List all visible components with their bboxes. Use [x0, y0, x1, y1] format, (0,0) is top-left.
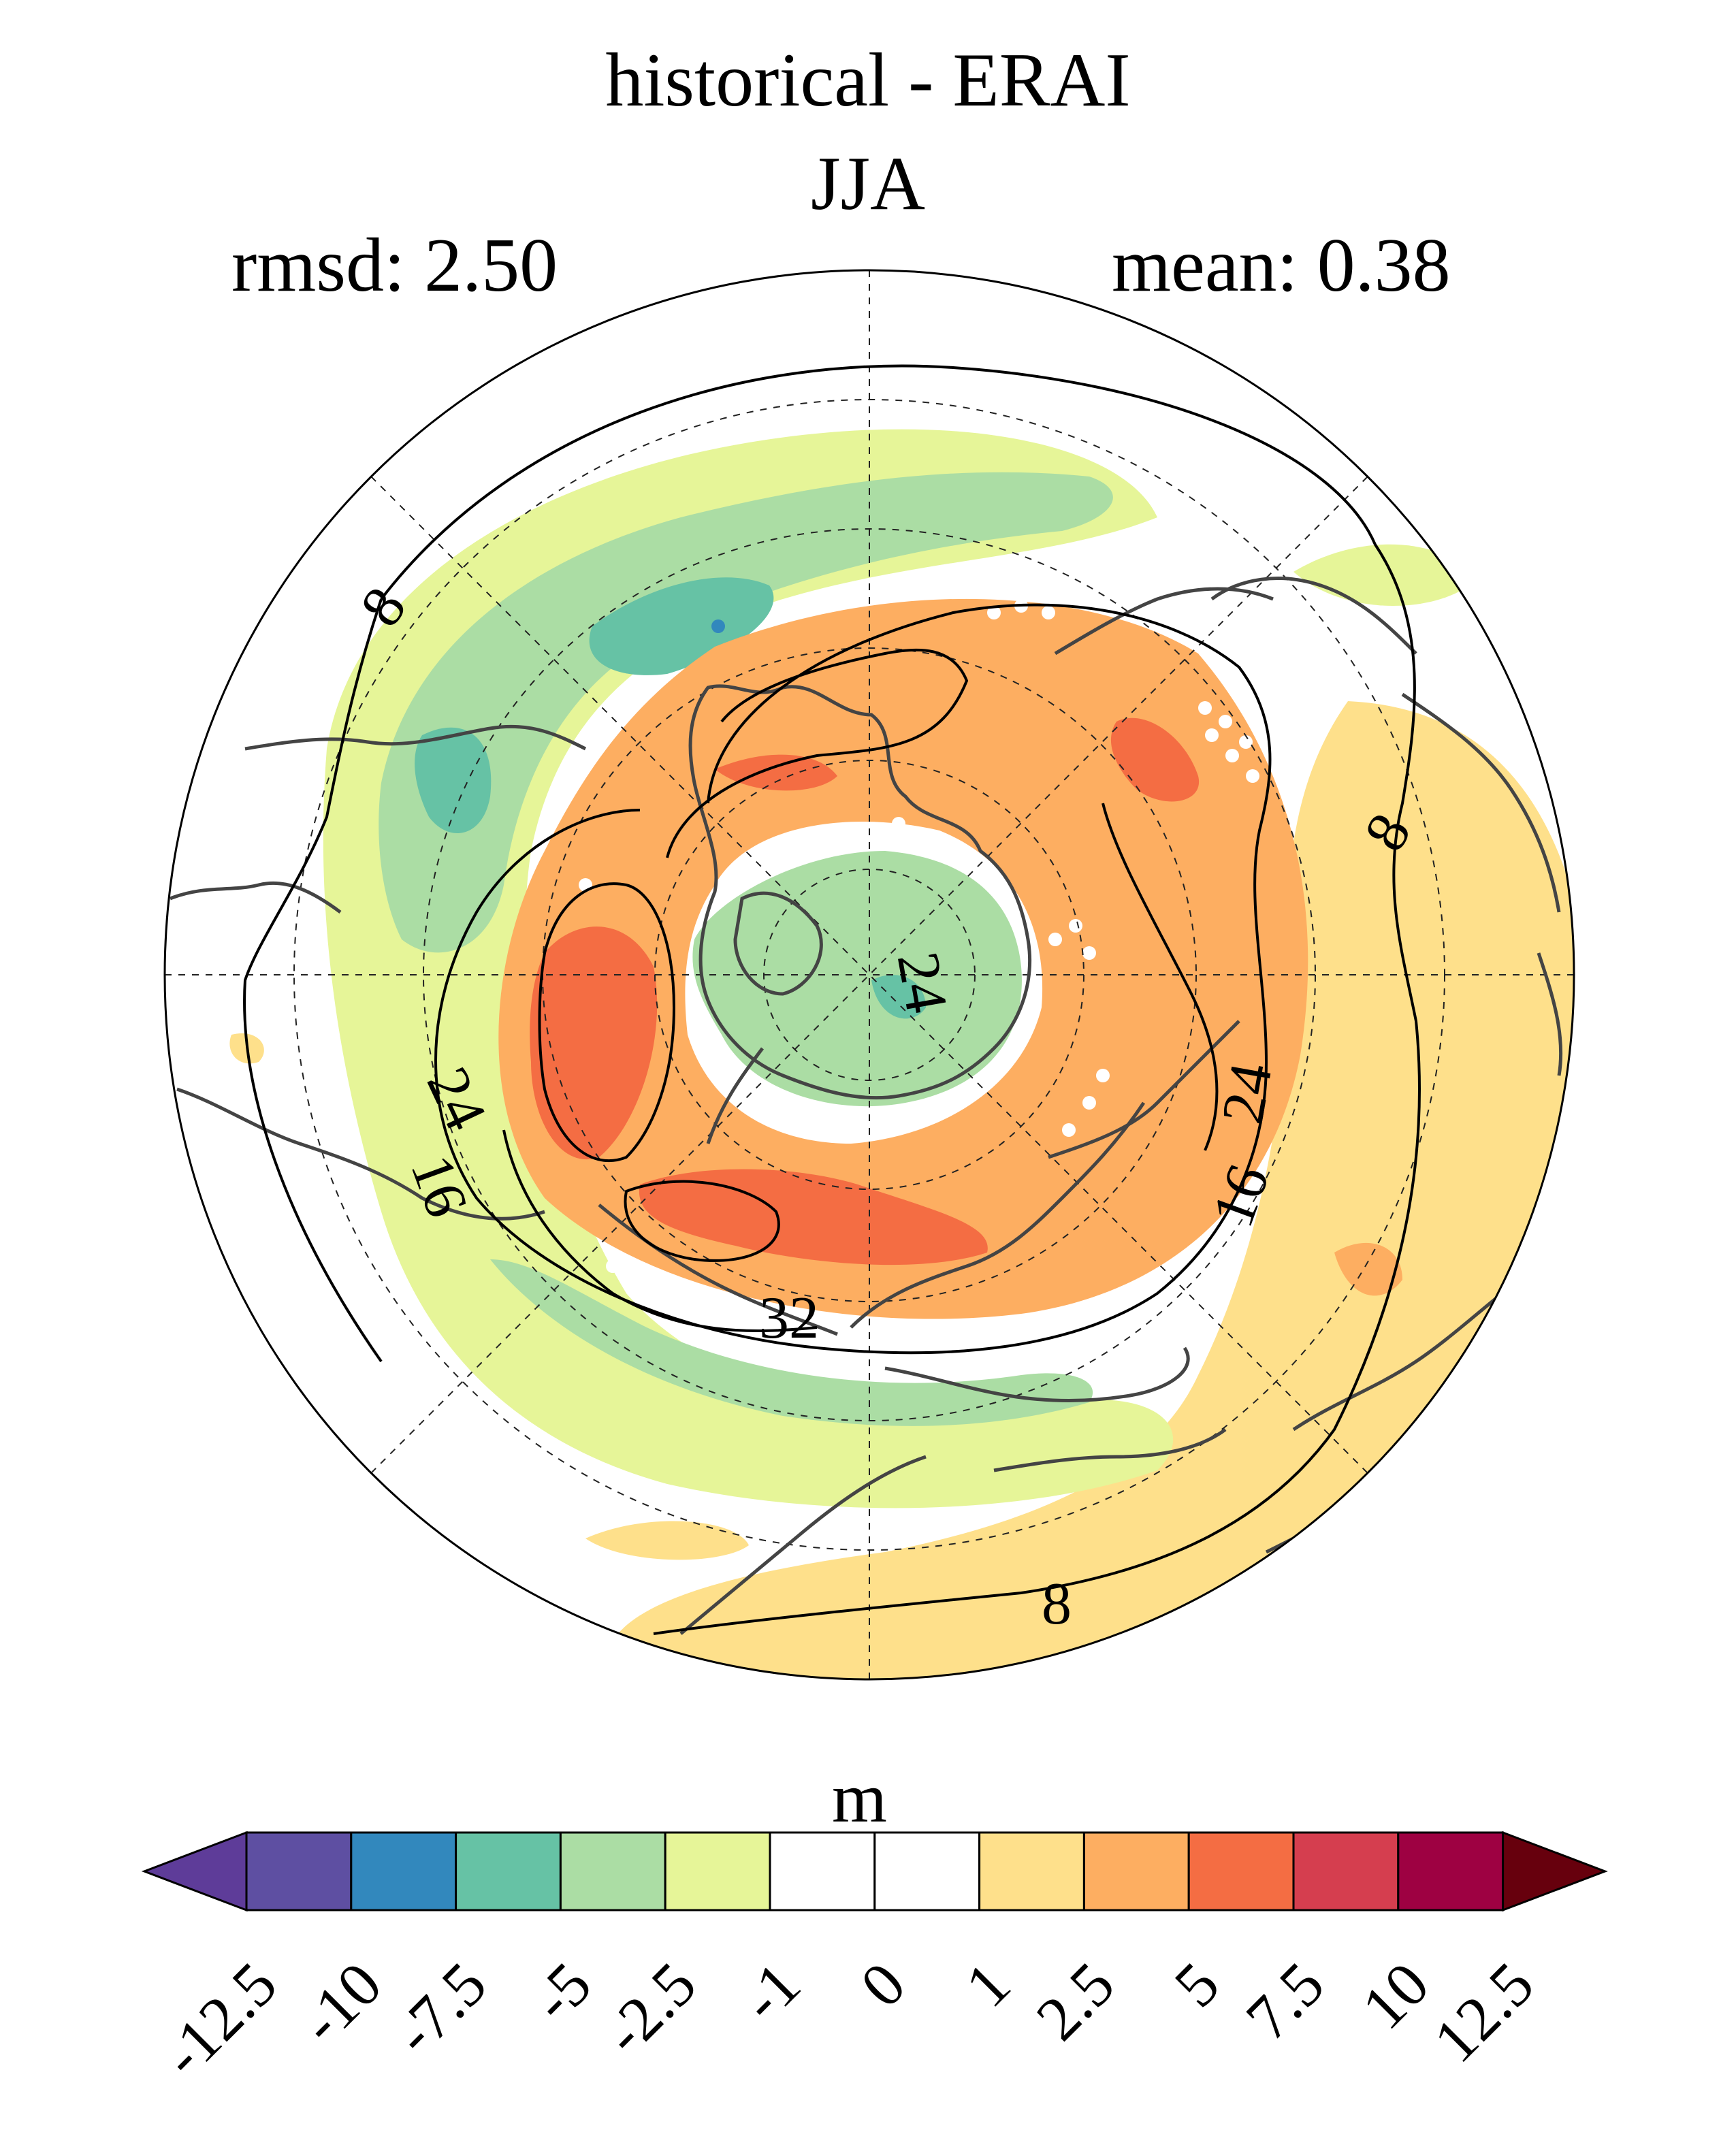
colorbar-swatch	[350, 1831, 457, 1911]
contour-32	[624, 1180, 780, 1262]
colorbar-swatch	[559, 1831, 666, 1911]
colorbar-swatch	[769, 1831, 876, 1911]
anomaly-region-teal	[589, 577, 774, 675]
anomaly-spot-blue	[711, 619, 725, 633]
anomaly-region-green	[692, 851, 1022, 1107]
colorbar-swatch	[978, 1831, 1085, 1911]
anomaly-region-lightgreen	[1293, 544, 1477, 606]
anomaly-region-orange	[498, 598, 1308, 1319]
contour-24	[1102, 803, 1219, 1151]
colorbar-swatch	[664, 1831, 771, 1911]
significance-stipple	[579, 599, 1300, 1361]
anomaly-region-orange	[1334, 1242, 1402, 1296]
colorbar-extension-low	[141, 1830, 248, 1912]
colorbar-swatch	[1292, 1831, 1400, 1911]
contour-24	[538, 882, 676, 1162]
contour-label-8: 8	[1042, 1571, 1072, 1637]
anomaly-region-yellow	[585, 1521, 749, 1560]
contour-label-24: 24	[884, 948, 960, 1018]
colorbar-swatch	[1187, 1831, 1295, 1911]
anomaly-region-teal	[415, 727, 492, 833]
mean-label: mean: 0.38	[1112, 223, 1451, 308]
contour-lines	[243, 364, 1421, 1635]
contour-8	[243, 598, 383, 1363]
colorbar-swatch	[873, 1831, 981, 1911]
anomaly-region-yellow	[606, 701, 1574, 1679]
anomaly-region-teal	[871, 975, 926, 1019]
contour-16	[434, 603, 1272, 1355]
colorbar-swatch	[1397, 1831, 1505, 1911]
colorbar-swatch	[455, 1831, 562, 1911]
plot-title: historical - ERAI	[605, 38, 1131, 123]
anomaly-region-red	[715, 754, 837, 791]
season-label: JJA	[810, 142, 926, 226]
colorbar	[141, 1830, 1608, 1912]
contour-24	[666, 648, 969, 858]
colorbar-swatch	[1082, 1831, 1190, 1911]
anomaly-region-red	[1110, 717, 1200, 802]
colorbar-units: m	[832, 1759, 887, 1837]
map-boundary	[163, 269, 1575, 1681]
contour-32	[502, 1129, 818, 1332]
contour-label-24: 24	[1210, 1059, 1285, 1129]
polar-map: 8 8 8 16 16 24 24 24 32	[163, 269, 1575, 1681]
anomaly-region-red	[530, 926, 658, 1160]
contour-label-32: 32	[759, 1285, 819, 1351]
anomaly-region-red	[639, 1169, 988, 1265]
colorbar-extension-high	[1502, 1830, 1608, 1912]
contour-8	[380, 364, 1421, 1635]
rmsd-label: rmsd: 2.50	[231, 223, 558, 308]
anomaly-region-green	[379, 472, 1113, 953]
colorbar-swatch	[245, 1831, 353, 1911]
anomaly-region-green	[490, 1259, 1093, 1426]
